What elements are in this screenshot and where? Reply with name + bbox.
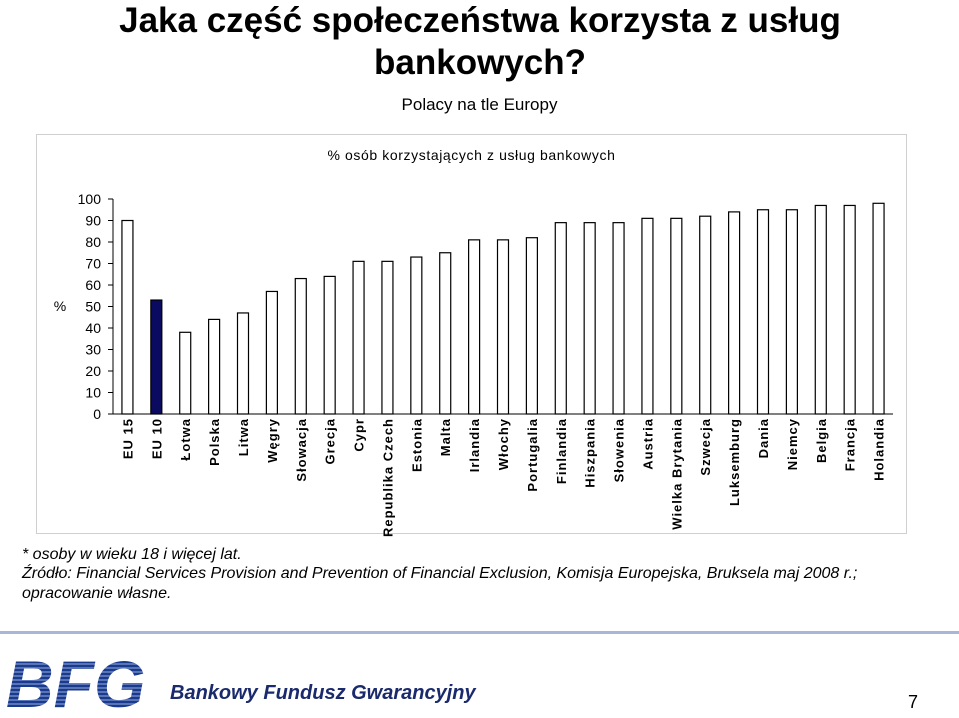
bar [410,256,423,415]
bar [236,312,250,415]
x-tick-label: Holandia [872,418,887,481]
x-tick-label: Portugalia [525,418,540,492]
y-tick-label: 30 [85,342,101,358]
x-tick-label: Szwecja [698,418,713,476]
x-tick-label: Cypr [352,418,367,452]
bar [265,290,278,415]
x-tick-label: Finlandia [554,418,569,484]
footnote: * osoby w wieku 18 i więcej lat. [22,546,242,563]
bfg-logo: BFG [6,647,145,715]
bar [728,211,741,415]
x-tick-label: EU 10 [149,418,164,459]
source-note: Źródło: Financial Services Provision and… [22,565,858,602]
y-tick-label: 70 [85,256,101,272]
x-tick-label: Austria [640,418,655,470]
bar [208,318,221,415]
x-tick-label: Malta [438,418,453,456]
x-tick-label: Litwa [236,418,251,456]
x-tick-label: Polska [207,418,222,466]
x-tick-label: Hiszpania [583,418,598,488]
x-tick-label: Belgia [814,418,829,463]
fund-name: Bankowy Fundusz Gwarancyjny [170,682,476,704]
chart-title: % osób korzystających z usług bankowych [327,147,616,163]
x-tick-label: Irlandia [467,418,482,472]
bar [381,260,394,415]
bar [121,219,134,415]
bar [496,239,510,415]
bar [583,222,596,415]
y-tick-label: 40 [85,320,101,336]
bar [179,331,192,415]
page-title: Jaka część społeczeństwa korzysta z usłu… [119,1,841,82]
x-tick-label: Włochy [496,418,511,470]
y-tick-label: 80 [85,234,101,250]
x-tick-label: Łotwa [178,418,193,461]
x-tick-label: Luksemburg [727,418,742,506]
x-tick-label: Republika Czech [380,418,395,537]
x-tick-label: Dania [756,418,771,458]
x-tick-label: Węgry [265,418,280,463]
bar [872,202,885,415]
y-tick-label: 10 [85,385,101,401]
bar [352,260,365,415]
bar [468,239,481,415]
y-tick-label: 60 [85,277,101,293]
x-tick-label: Wielka Brytania [669,418,684,530]
y-tick-label: 100 [78,191,102,207]
x-tick-label: Francja [843,418,858,471]
bar [699,215,712,415]
bar [554,222,567,415]
y-axis-label: % [54,298,66,314]
bar [843,204,856,415]
x-tick-label: Estonia [409,418,424,472]
bar [525,237,538,415]
y-tick-label: 20 [85,363,101,379]
x-tick-label: Słowacja [294,418,309,482]
bar [641,217,654,415]
bar [670,217,683,415]
x-tick-label: Grecja [323,418,338,464]
bar [150,299,163,415]
bar [785,209,798,415]
logo-text: BFG [6,647,145,715]
x-tick-label: EU 15 [120,418,135,459]
bar [323,275,336,415]
x-tick-label: Niemcy [785,418,800,470]
x-tick-label: Słowenia [612,418,627,482]
page-number: 7 [908,692,919,712]
bar [612,222,625,415]
y-tick-label: 90 [85,213,101,229]
bar [814,204,827,415]
footer-divider [0,631,959,634]
bar [294,277,307,415]
bar [439,252,452,415]
page-subtitle: Polacy na tle Europy [401,95,558,114]
y-tick-label: 0 [93,406,101,422]
bar [756,209,770,415]
y-tick-label: 50 [85,299,101,315]
